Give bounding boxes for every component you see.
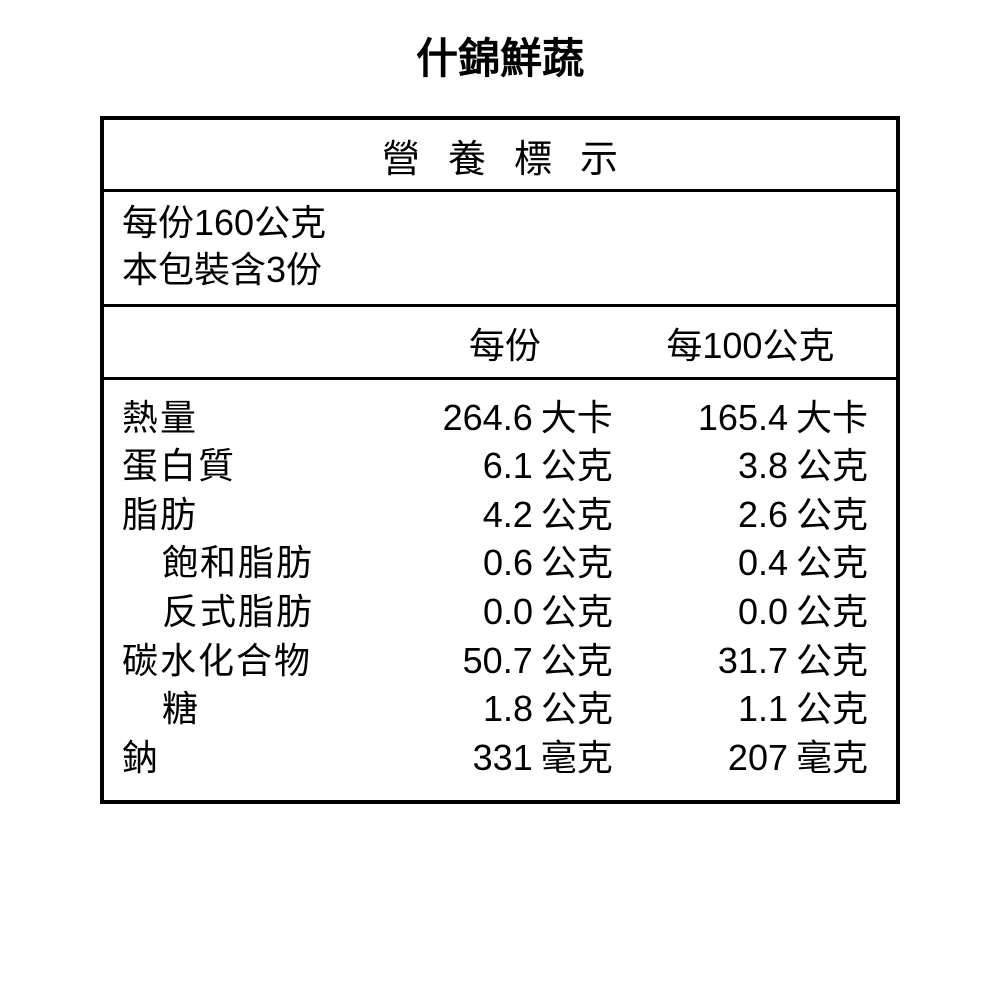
nutrition-row: 飽和脂肪0.6公克0.4公克 xyxy=(122,539,878,588)
per-100g-value: 31.7公克 xyxy=(623,637,878,686)
nutrition-row: 糖1.8公克1.1公克 xyxy=(122,685,878,734)
per-100g-value: 3.8公克 xyxy=(623,442,878,491)
nutrition-row: 脂肪4.2公克2.6公克 xyxy=(122,491,878,540)
nutrient-name: 熱量 xyxy=(122,394,387,443)
per-100g-value: 165.4大卡 xyxy=(623,394,878,443)
nutrition-rows-container: 熱量264.6大卡165.4大卡蛋白質6.1公克3.8公克脂肪4.2公克2.6公… xyxy=(104,380,896,801)
per-100g-value: 207毫克 xyxy=(623,734,878,783)
per-serving-value: 50.7公克 xyxy=(387,637,623,686)
per-100g-value: 2.6公克 xyxy=(623,491,878,540)
nutrition-row: 蛋白質6.1公克3.8公克 xyxy=(122,442,878,491)
nutrient-name: 飽和脂肪 xyxy=(122,539,388,588)
column-header-spacer xyxy=(122,317,387,369)
per-serving-value: 331毫克 xyxy=(387,734,623,783)
table-header: 營養標示 xyxy=(104,120,896,192)
per-serving-value: 0.6公克 xyxy=(388,539,623,588)
nutrition-facts-table: 營養標示 每份160公克 本包裝含3份 每份 每100公克 熱量264.6大卡1… xyxy=(100,116,900,804)
column-header-per-serving: 每份 xyxy=(387,317,623,369)
per-100g-value: 0.4公克 xyxy=(623,539,878,588)
column-headers: 每份 每100公克 xyxy=(104,307,896,380)
nutrient-name: 糖 xyxy=(122,685,388,734)
serving-size: 每份160公克 xyxy=(122,200,878,247)
nutrient-name: 碳水化合物 xyxy=(122,637,387,686)
nutrition-row: 碳水化合物50.7公克31.7公克 xyxy=(122,637,878,686)
per-serving-value: 4.2公克 xyxy=(387,491,623,540)
column-header-per-100g: 每100公克 xyxy=(623,317,878,369)
per-100g-value: 1.1公克 xyxy=(623,685,878,734)
nutrient-name: 反式脂肪 xyxy=(122,588,388,637)
nutrition-row: 反式脂肪0.0公克0.0公克 xyxy=(122,588,878,637)
per-serving-value: 264.6大卡 xyxy=(387,394,623,443)
per-serving-value: 6.1公克 xyxy=(387,442,623,491)
nutrient-name: 鈉 xyxy=(122,734,387,783)
nutrient-name: 脂肪 xyxy=(122,491,387,540)
servings-per-package: 本包裝含3份 xyxy=(122,247,878,294)
nutrition-row: 鈉331毫克207毫克 xyxy=(122,734,878,783)
serving-info-section: 每份160公克 本包裝含3份 xyxy=(104,192,896,307)
nutrient-name: 蛋白質 xyxy=(122,442,387,491)
per-serving-value: 0.0公克 xyxy=(388,588,623,637)
product-title: 什錦鮮蔬 xyxy=(416,25,584,86)
per-100g-value: 0.0公克 xyxy=(623,588,878,637)
per-serving-value: 1.8公克 xyxy=(388,685,623,734)
nutrition-row: 熱量264.6大卡165.4大卡 xyxy=(122,394,878,443)
